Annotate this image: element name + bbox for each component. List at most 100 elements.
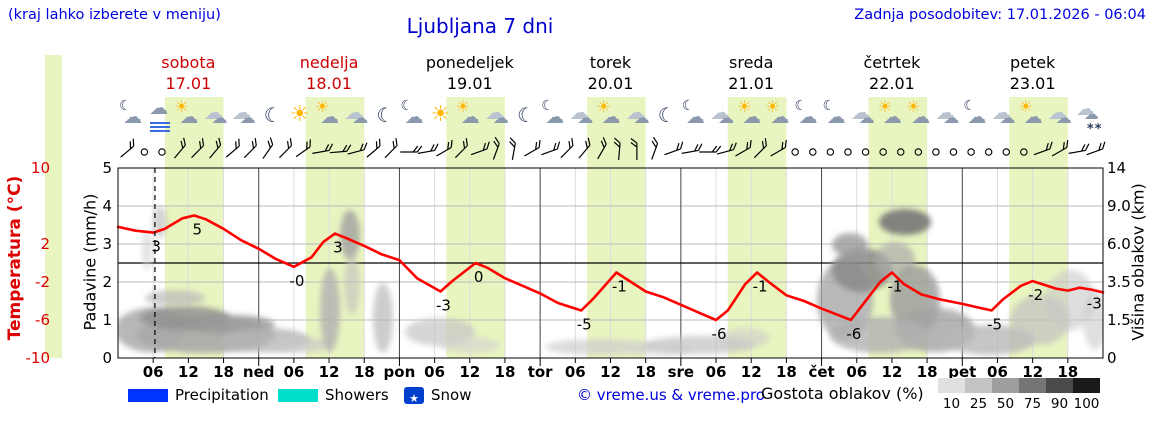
day-date: 20.01 bbox=[587, 74, 634, 93]
scale-segment bbox=[965, 378, 992, 393]
svg-text:0: 0 bbox=[474, 268, 484, 286]
cloud-density-scale bbox=[938, 378, 1100, 393]
menu-hint: (kraj lahko izberete v meniju) bbox=[8, 7, 221, 23]
moon-cloud-icon: ☾ ☁ bbox=[400, 98, 424, 128]
snow-label: Snow bbox=[431, 386, 472, 404]
moon-cloud-icon: ☾ ☁ bbox=[541, 98, 565, 128]
svg-text:2: 2 bbox=[102, 273, 112, 291]
svg-text:-3: -3 bbox=[1087, 295, 1102, 313]
sun-cloud-icon: ☀ ☁ bbox=[596, 97, 621, 128]
day-header-ponedeljek: ponedeljek 19.01 bbox=[426, 52, 514, 94]
clouds-icon: ☁ ☁ bbox=[484, 100, 509, 127]
svg-text:-1: -1 bbox=[887, 278, 902, 296]
sun-cloud-icon: ☀ ☁ bbox=[315, 97, 340, 128]
sun-cloud-icon: ☀ ☁ bbox=[455, 97, 480, 128]
day-name: sobota bbox=[161, 53, 216, 72]
copyright-link[interactable]: © vreme.us & vreme.pro bbox=[577, 386, 765, 404]
sun-cloud-icon: ☀ ☁ bbox=[765, 97, 790, 128]
svg-text:9.0: 9.0 bbox=[1107, 197, 1131, 215]
clouds-icon: ☁ ☁ bbox=[203, 100, 228, 127]
svg-text:6.0: 6.0 bbox=[1107, 235, 1131, 253]
svg-text:-5: -5 bbox=[987, 316, 1002, 334]
svg-text:2: 2 bbox=[40, 235, 50, 253]
svg-text:-5: -5 bbox=[577, 316, 592, 334]
wind-barbs bbox=[120, 136, 1106, 161]
clouds-icon: ☁ ☁ bbox=[991, 100, 1016, 127]
temp-axis-ticks: 10 2 -2 -6 -10 bbox=[26, 159, 51, 367]
day-header-petek: petek 23.01 bbox=[1010, 52, 1056, 94]
day-date: 19.01 bbox=[446, 74, 493, 93]
day-name: nedelja bbox=[299, 53, 359, 72]
svg-text:12: 12 bbox=[178, 363, 199, 381]
snow-cloud-icon: ☁ ☁ ** bbox=[1075, 98, 1103, 137]
clouds-icon: ☁ ☁ bbox=[231, 100, 256, 127]
svg-text:čet: čet bbox=[808, 363, 834, 381]
precipitation-swatch bbox=[128, 389, 168, 402]
svg-text:pet: pet bbox=[948, 363, 976, 381]
day-date: 23.01 bbox=[1009, 74, 1056, 93]
cloud-axis-label: Višina oblakov (km) bbox=[1128, 183, 1148, 341]
sun-cloud-icon: ☀ ☁ bbox=[877, 97, 902, 128]
svg-text:1: 1 bbox=[102, 311, 112, 329]
moon-icon: ☾ bbox=[517, 103, 535, 127]
svg-text:-6: -6 bbox=[712, 325, 727, 343]
cloud-layer bbox=[118, 206, 1103, 356]
svg-text:12: 12 bbox=[1022, 363, 1043, 381]
svg-text:-2: -2 bbox=[1028, 286, 1043, 304]
moon-icon: ☾ bbox=[263, 103, 282, 127]
svg-text:12: 12 bbox=[881, 363, 902, 381]
svg-text:-0: -0 bbox=[289, 272, 304, 290]
scale-label: 90 bbox=[1050, 396, 1069, 412]
last-update: Zadnja posodobitev: 17.01.2026 - 06:04 bbox=[854, 7, 1146, 23]
svg-text:-1: -1 bbox=[612, 278, 627, 296]
day-date: 22.01 bbox=[869, 74, 915, 93]
svg-text:18: 18 bbox=[354, 363, 375, 381]
day-date: 17.01 bbox=[165, 74, 212, 93]
day-header-torek: torek 20.01 bbox=[588, 52, 634, 94]
svg-text:3: 3 bbox=[151, 238, 161, 256]
scale-segment bbox=[1046, 378, 1073, 393]
temperature-labels: 3 5 -0 3 -3 0 -5 -1 -6 -1 -6 -1 -5 -2 -3 bbox=[151, 221, 1101, 344]
clouds-icon: ☁ ☁ bbox=[625, 100, 650, 127]
svg-text:06: 06 bbox=[706, 363, 727, 381]
svg-text:18: 18 bbox=[635, 363, 656, 381]
day-header-nedelja: nedelja 18.01 bbox=[300, 52, 359, 94]
fog-icon: ☁ bbox=[146, 98, 174, 140]
svg-text:-10: -10 bbox=[26, 349, 51, 367]
clouds-icon: ☁ ☁ bbox=[935, 100, 960, 127]
day-name: petek bbox=[1009, 53, 1056, 72]
clouds-icon: ☁ ☁ bbox=[569, 100, 594, 127]
day-date: 21.01 bbox=[728, 74, 775, 93]
day-header-sreda: sreda 21.01 bbox=[728, 52, 774, 94]
precipitation-label: Precipitation bbox=[175, 386, 269, 404]
sun-cloud-icon: ☀ ☁ bbox=[174, 97, 199, 128]
svg-text:1.5: 1.5 bbox=[1107, 311, 1131, 329]
sun-cloud-icon: ☀ ☁ bbox=[906, 97, 931, 128]
svg-text:06: 06 bbox=[846, 363, 867, 381]
scale-segment bbox=[938, 378, 965, 393]
left-day-strip bbox=[45, 55, 62, 358]
scale-segment bbox=[992, 378, 1019, 393]
cloud-density-scale-labels: 10 25 50 75 90 100 bbox=[938, 396, 1100, 412]
moon-cloud-icon: ☾ ☁ bbox=[794, 98, 818, 128]
svg-text:0: 0 bbox=[1107, 349, 1117, 367]
svg-text:18: 18 bbox=[776, 363, 797, 381]
moon-cloud-icon: ☾ ☁ bbox=[822, 98, 846, 128]
moon-cloud-icon: ☾ ☁ bbox=[119, 98, 143, 128]
clouds-icon: ☁ ☁ bbox=[710, 100, 735, 127]
showers-label: Showers bbox=[325, 386, 389, 404]
temp-axis-label: Temperatura (°C) bbox=[5, 175, 25, 341]
svg-text:06: 06 bbox=[424, 363, 445, 381]
svg-text:18: 18 bbox=[917, 363, 938, 381]
svg-text:-6: -6 bbox=[846, 325, 861, 343]
svg-text:14: 14 bbox=[1107, 159, 1126, 177]
moon-icon: ☾ bbox=[376, 103, 395, 127]
svg-text:sre: sre bbox=[668, 363, 695, 381]
sun-cloud-icon: ☀ ☁ bbox=[1018, 97, 1043, 128]
svg-text:-6: -6 bbox=[35, 311, 50, 329]
day-header-sobota: sobota 17.01 bbox=[161, 52, 215, 94]
scale-label: 100 bbox=[1073, 396, 1100, 412]
day-name: ponedeljek bbox=[425, 53, 514, 72]
